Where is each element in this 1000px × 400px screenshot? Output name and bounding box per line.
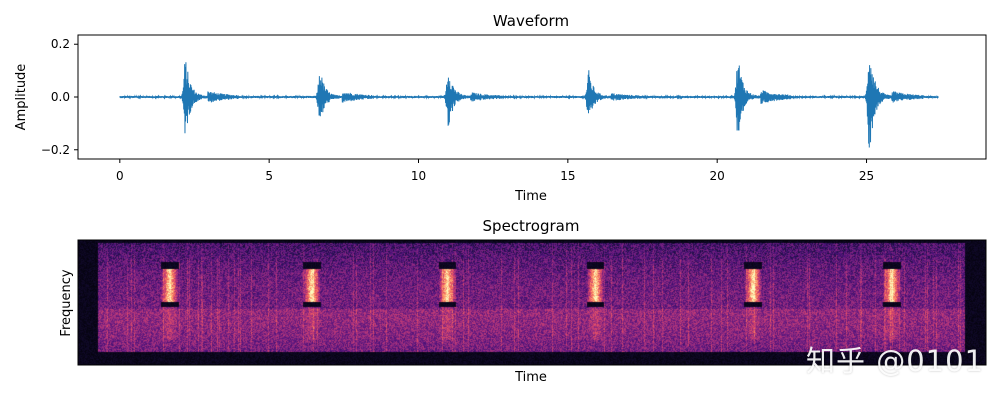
- waveform-y-label: Amplitude: [14, 64, 29, 131]
- waveform-x-tick-label: 0: [116, 169, 124, 183]
- waveform-y-tick-label: 0.2: [51, 37, 70, 51]
- waveform-plot-area: [119, 62, 939, 148]
- waveform-x-axis: 0 5 10 15 20 25: [116, 159, 874, 183]
- waveform-panel: Waveform 0 5 10 15 20 25 −0.2 0.0 0.2 Time Ampl…: [14, 12, 987, 204]
- waveform-x-tick-label: 25: [859, 169, 874, 183]
- waveform-y-tick-label: −0.2: [41, 143, 70, 157]
- spectrogram-x-label: Time: [514, 370, 547, 385]
- spectrogram-y-label: Frequency: [59, 269, 74, 336]
- watermark: 知乎 @0101: [806, 344, 985, 378]
- waveform-y-axis: −0.2 0.0 0.2: [41, 37, 78, 157]
- waveform-x-tick-label: 20: [710, 169, 725, 183]
- waveform-x-label: Time: [514, 189, 547, 204]
- waveform-title: Waveform: [493, 12, 569, 30]
- waveform-x-tick-label: 5: [265, 169, 273, 183]
- waveform-x-tick-label: 15: [560, 169, 575, 183]
- spectrogram-title: Spectrogram: [483, 217, 580, 235]
- waveform-y-tick-label: 0.0: [51, 90, 70, 104]
- waveform-series: [119, 62, 939, 148]
- spectrogram-panel: Spectrogram Time Frequency: [59, 217, 987, 385]
- spectrogram-frame: [77, 239, 987, 366]
- waveform-x-tick-label: 10: [411, 169, 426, 183]
- spectrogram-image: [78, 240, 986, 365]
